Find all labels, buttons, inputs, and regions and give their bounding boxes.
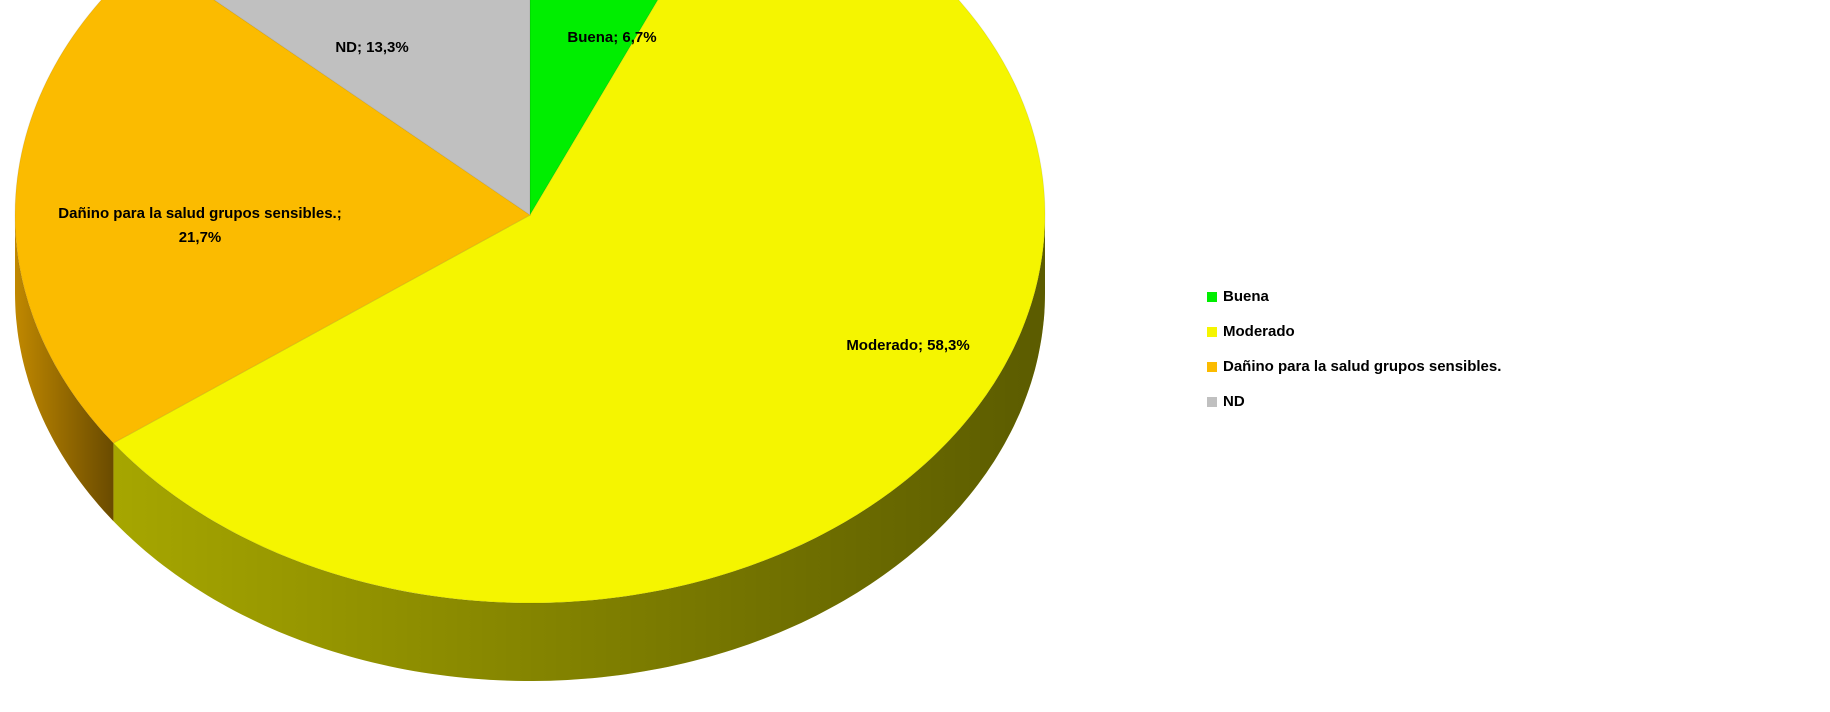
pie-side-shade-danino: [15, 215, 114, 522]
legend-item-nd: ND: [1207, 387, 1817, 416]
legend-swatch-buena: [1207, 291, 1217, 302]
legend-swatch-danino: [1207, 361, 1217, 372]
legend-label-buena: Buena: [1223, 288, 1269, 305]
data-label-nd: ND; 13,3%: [335, 39, 408, 56]
data-label-danino: Dañino para la salud grupos sensibles.; 2…: [58, 205, 341, 246]
chart-legend: Buena Moderado Dañino para la salud grup…: [1207, 282, 1817, 422]
legend-item-moderado: Moderado: [1207, 317, 1817, 346]
data-label-moderado: Moderado; 58,3%: [846, 337, 969, 354]
pie-top-faces: [14, 0, 1046, 604]
legend-item-danino: Dañino para la salud grupos sensibles.: [1207, 352, 1817, 381]
pie-slice-danino: [14, 0, 531, 444]
pie-data-labels: Buena; 6,7% Moderado; 58,3% Dañino para la…: [58, 29, 969, 354]
pie-side-shade-moderado: [113, 215, 1045, 681]
legend-label-nd: ND: [1223, 393, 1245, 410]
legend-item-buena: Buena: [1207, 282, 1817, 311]
pie-slice-moderado: [112, 0, 1046, 604]
pie-slice-nd: [213, 0, 531, 216]
data-label-buena: Buena; 6,7%: [567, 29, 656, 46]
legend-swatch-moderado: [1207, 326, 1217, 337]
legend-label-danino: Dañino para la salud grupos sensibles.: [1223, 358, 1502, 375]
legend-swatch-nd: [1207, 396, 1217, 407]
pie-side-walls: [15, 215, 1045, 681]
legend-label-moderado: Moderado: [1223, 323, 1295, 340]
